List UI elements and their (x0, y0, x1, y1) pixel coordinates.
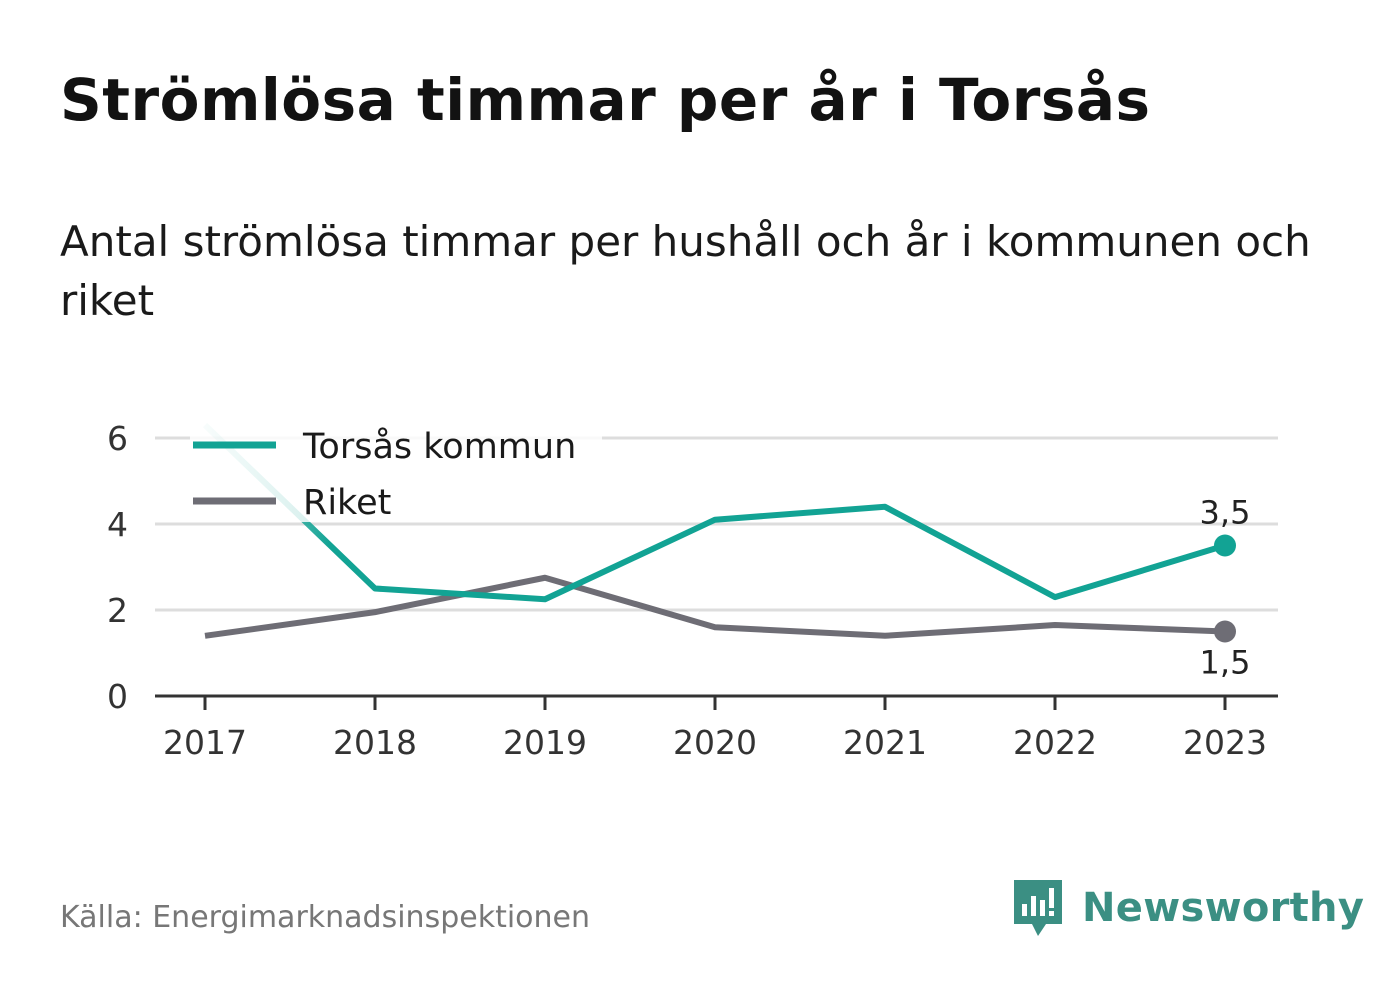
x-tick-label: 2017 (163, 723, 247, 762)
x-tick-label: 2019 (503, 723, 587, 762)
series-torsas-line-end-marker (1214, 534, 1236, 557)
x-tick-label: 2020 (673, 723, 757, 762)
series-torsas-line (202, 422, 1226, 603)
brand-logo: Newsworthy (1010, 876, 1364, 940)
x-tick-label: 2021 (843, 723, 927, 762)
chart-title: Strömlösa timmar per år i Torsås (60, 66, 1151, 134)
riket-end-label: 1,5 (1200, 644, 1251, 682)
legend: Torsås kommun Riket (190, 412, 602, 523)
torsas-end-label: 3,5 (1200, 494, 1251, 532)
x-tick-label: 2022 (1013, 723, 1097, 762)
chart-subtitle: Antal strömlösa timmar per hushåll och å… (60, 217, 1311, 325)
legend-item-torsas-label: Torsås kommun (302, 426, 576, 467)
series-riket-line (204, 574, 1226, 639)
y-tick-label: 2 (107, 591, 128, 630)
legend-item-riket-label: Riket (303, 483, 391, 523)
x-tick-label: 2023 (1183, 723, 1267, 762)
series-layer (202, 422, 1236, 643)
y-tick-label: 6 (107, 419, 128, 458)
brand-name: Newsworthy (1082, 885, 1365, 931)
axis-layer: 0 2 4 6 2017 2018 2019 2020 2021 2022 2023 (107, 419, 1278, 762)
x-tick-label: 2018 (333, 723, 417, 762)
label-layer: 3,5 1,5 (1200, 494, 1251, 682)
y-tick-label: 0 (107, 677, 128, 716)
source-note: Källa: Energimarknadsinspektionen (60, 900, 591, 935)
newsworthy-logo-icon (1014, 880, 1062, 936)
y-tick-label: 4 (107, 505, 128, 544)
series-riket-line-end-marker (1214, 620, 1236, 643)
